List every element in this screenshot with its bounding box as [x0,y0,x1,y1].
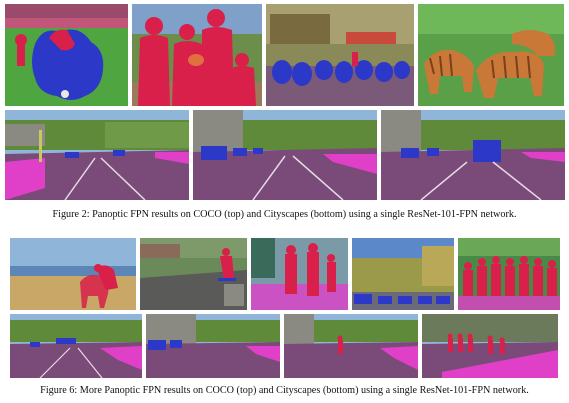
highway-scene-image [10,314,142,378]
figure-2-coco-row [5,4,564,106]
figure-6-caption: Figure 6: More Panoptic FPN results on C… [40,385,529,396]
figure-2-caption: Figure 2: Panoptic FPN results on COCO (… [52,209,517,220]
parked-motorcycles-image [266,4,414,106]
suburban-street-image [146,314,280,378]
family-portrait-image [132,4,262,106]
figure-2-cityscapes-row [5,110,565,200]
city-street-right-image [381,110,565,200]
street-traffic-image [352,238,454,310]
crowded-sidewalk-image [422,314,558,378]
group-photo-image [458,238,560,310]
soccer-players-image [5,4,128,106]
city-street-center-image [193,110,377,200]
city-street-left-image [5,110,189,200]
zebras-image [418,4,564,106]
skateboarder-image [140,238,247,310]
figure-6-coco-row [10,238,560,310]
pedestrian-crossing-image [284,314,418,378]
beach-horses-image [10,238,136,310]
living-room-players-image [251,238,348,310]
figure-6-cityscapes-row [10,314,558,378]
